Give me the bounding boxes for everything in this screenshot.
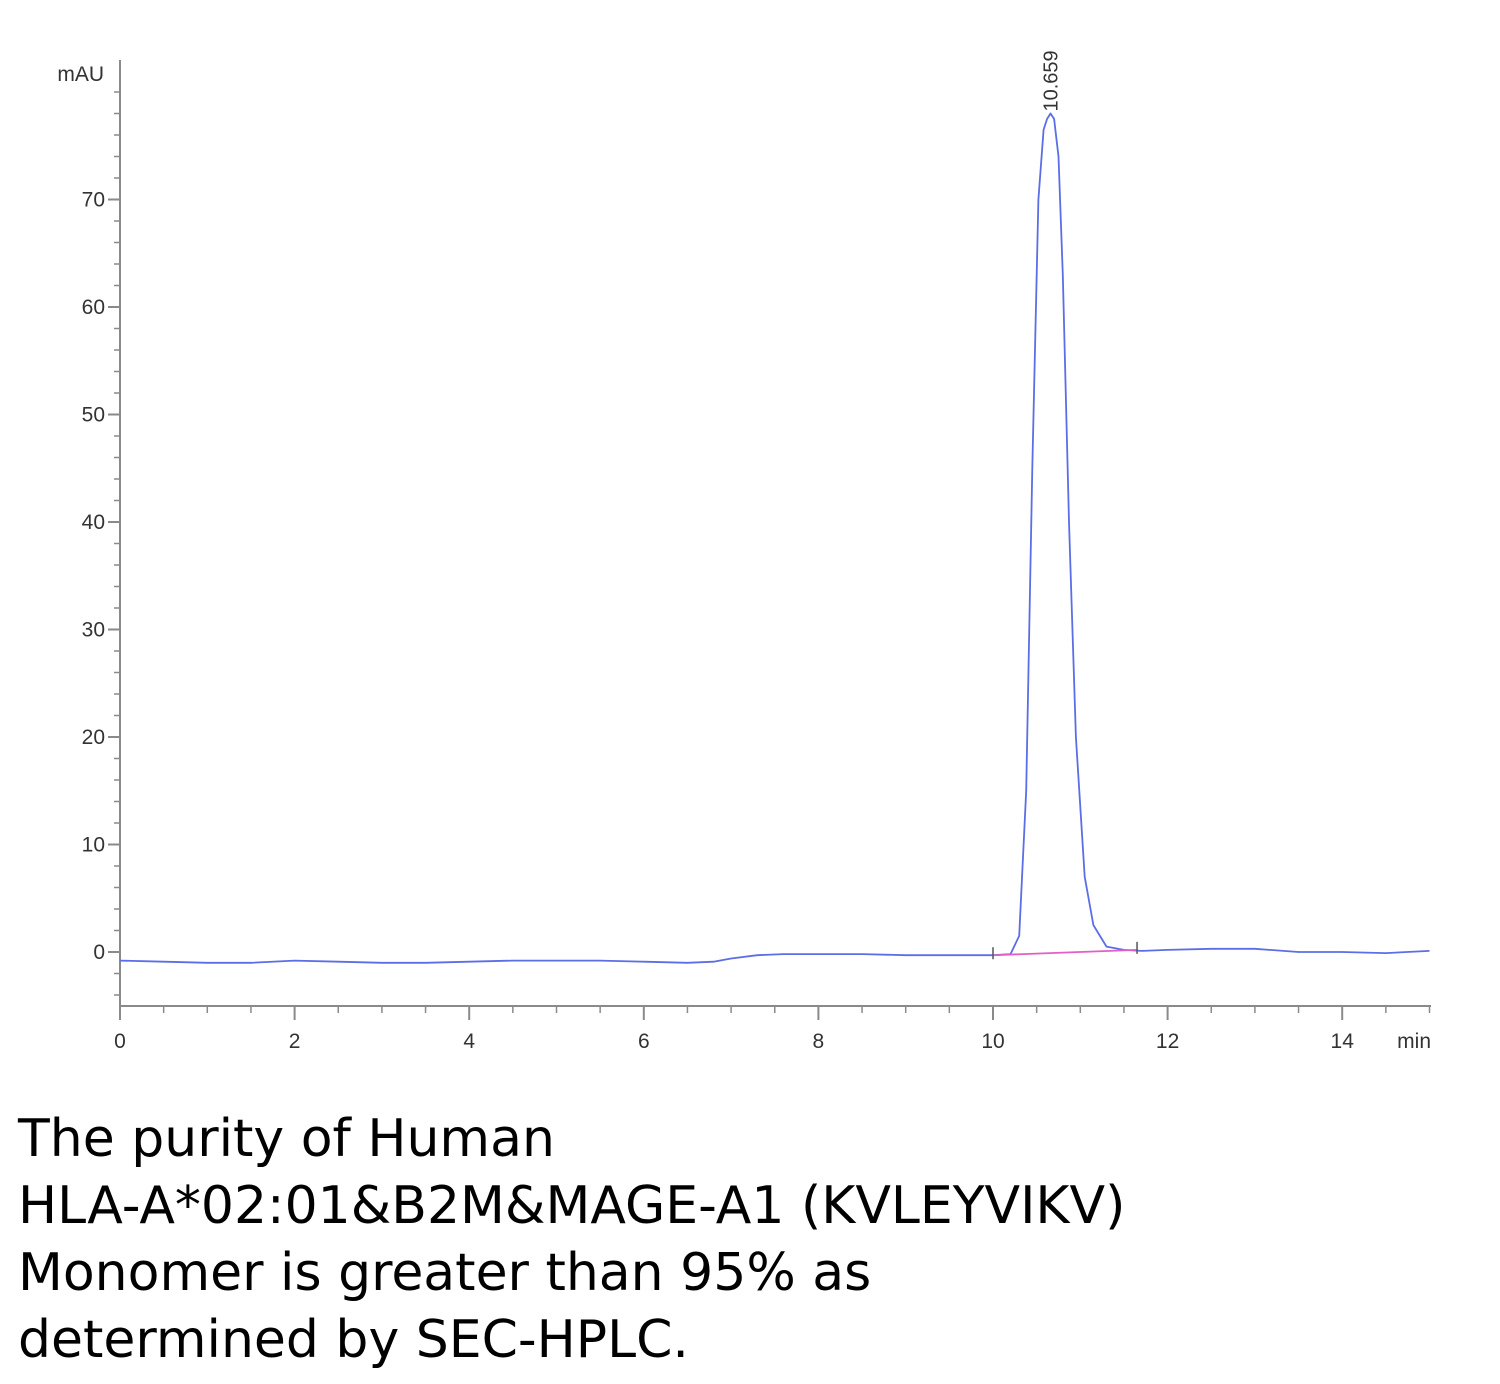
x-axis-ticks: 0 2 4 6 8 10 12 14 — [114, 1006, 1354, 1053]
caption-line: Monomer is greater than 95% as — [18, 1243, 872, 1303]
y-tick-label: 10 — [82, 834, 105, 857]
x-axis-minor-ticks — [162, 1006, 1431, 1013]
chromatogram-trace — [119, 112, 1430, 964]
x-tick-label: 8 — [813, 1030, 825, 1053]
y-tick-label: 60 — [82, 296, 105, 319]
chromatogram-chart: 0 10 20 30 40 50 60 70 0 2 4 6 8 10 12 14 mAU min 10.6… — [57, 50, 1431, 1053]
x-tick-label: 6 — [638, 1030, 650, 1053]
x-tick-label: 2 — [289, 1030, 301, 1053]
y-tick-label: 30 — [82, 619, 105, 642]
y-tick-label: 70 — [82, 189, 105, 212]
y-tick-label: 50 — [82, 404, 105, 427]
x-tick-label: 12 — [1156, 1030, 1179, 1053]
caption-line: The purity of Human — [18, 1109, 555, 1169]
x-tick-label: 4 — [463, 1030, 475, 1053]
x-tick-label: 14 — [1331, 1030, 1355, 1053]
chromatogram-series — [119, 112, 1430, 964]
integration-baseline — [992, 941, 1138, 960]
x-tick-label: 10 — [981, 1030, 1004, 1053]
y-tick-label: 0 — [93, 941, 105, 964]
peak-retention-label: 10.659 — [1041, 50, 1063, 111]
baseline-line — [992, 948, 1138, 957]
y-axis-ticks: 0 10 20 30 40 50 60 70 — [82, 189, 120, 964]
y-tick-label: 40 — [82, 511, 105, 534]
caption-line: HLA-A*02:01&B2M&MAGE-A1 (KVLEYVIKV) — [18, 1176, 1126, 1236]
chromatogram-svg: 0 10 20 30 40 50 60 70 0 2 4 6 8 10 12 14 mAU min 10.6… — [57, 50, 1431, 1053]
y-tick-label: 20 — [82, 726, 105, 749]
figure-caption: The purity of Human HLA-A*02:01&B2M&MAGE… — [18, 1106, 1478, 1374]
x-axis-unit-label: min — [1397, 1030, 1431, 1053]
caption-line: determined by SEC-HPLC. — [18, 1310, 689, 1370]
peak-annotations: 10.659 — [1041, 50, 1063, 111]
x-tick-label: 0 — [114, 1030, 126, 1053]
y-axis-unit-label: mAU — [57, 63, 104, 86]
